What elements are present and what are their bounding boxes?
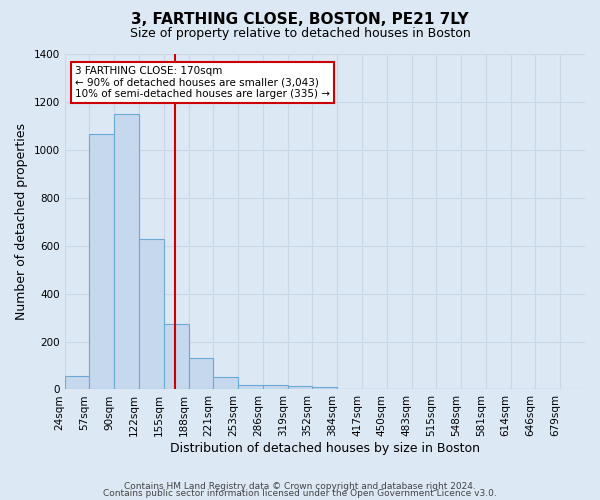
Bar xyxy=(313,387,337,390)
Bar xyxy=(287,386,313,390)
Y-axis label: Number of detached properties: Number of detached properties xyxy=(15,123,28,320)
Bar xyxy=(238,384,263,390)
Text: Size of property relative to detached houses in Boston: Size of property relative to detached ho… xyxy=(130,28,470,40)
Text: 3 FARTHING CLOSE: 170sqm
← 90% of detached houses are smaller (3,043)
10% of sem: 3 FARTHING CLOSE: 170sqm ← 90% of detach… xyxy=(75,66,330,99)
Text: Contains HM Land Registry data © Crown copyright and database right 2024.: Contains HM Land Registry data © Crown c… xyxy=(124,482,476,491)
Bar xyxy=(263,384,287,390)
Bar xyxy=(188,358,214,390)
Bar xyxy=(164,324,188,390)
Bar xyxy=(65,376,89,390)
Bar xyxy=(89,134,114,390)
Text: Contains public sector information licensed under the Open Government Licence v3: Contains public sector information licen… xyxy=(103,490,497,498)
Bar xyxy=(139,238,164,390)
Bar xyxy=(114,114,139,390)
Bar xyxy=(214,378,238,390)
Text: 3, FARTHING CLOSE, BOSTON, PE21 7LY: 3, FARTHING CLOSE, BOSTON, PE21 7LY xyxy=(131,12,469,28)
X-axis label: Distribution of detached houses by size in Boston: Distribution of detached houses by size … xyxy=(170,442,480,455)
